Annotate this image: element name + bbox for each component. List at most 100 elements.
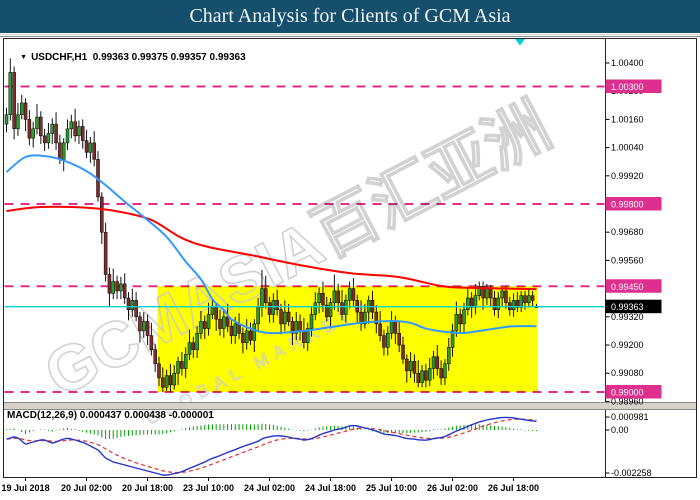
candle-body: [447, 347, 451, 365]
candle-body: [519, 295, 523, 308]
candle-body: [397, 333, 401, 346]
candle-body: [412, 361, 417, 374]
candle-body: [210, 307, 215, 315]
candle-body: [233, 323, 237, 336]
candle-body: [458, 314, 462, 325]
candle-body: [286, 311, 291, 322]
macd-tick-label: 0.000981: [611, 412, 649, 422]
current-price-badge: [605, 299, 662, 314]
price-tick-label: 0.99200: [611, 340, 644, 350]
price-tick-label: 0.99920: [611, 171, 644, 181]
time-tick-label: 20 Jul 02:00: [61, 483, 112, 493]
candle-body: [466, 297, 470, 310]
candle-body: [149, 335, 154, 350]
price-tick-label: 0.99320: [611, 312, 644, 322]
candle-body: [145, 321, 150, 336]
candle-body: [27, 119, 32, 139]
candle-body: [256, 307, 260, 325]
time-tick-label: 19 Jul 2018: [2, 483, 50, 493]
candle-body: [187, 342, 192, 355]
candle-body: [290, 321, 295, 334]
price-level-lines[interactable]: [4, 85, 605, 393]
candle-body: [443, 363, 447, 379]
candle-body: [424, 370, 428, 381]
time-axis[interactable]: 19 Jul 2018 20 Jul 02:00 20 Jul 18:00 23 Ju…: [2, 477, 540, 494]
candle-body: [530, 295, 535, 301]
candle-body: [16, 114, 20, 130]
macd-indicator-label: MACD(12,26,9) 0.000437 0.000438 -0.00000…: [7, 410, 214, 421]
candle-body: [23, 102, 28, 120]
candle-body: [305, 328, 310, 343]
price-level-badge-label: 0.99450: [611, 282, 644, 292]
candle-body: [222, 316, 226, 329]
candle-body: [203, 321, 207, 329]
candle-body: [492, 297, 497, 310]
candle-body: [126, 297, 131, 310]
candle-body: [431, 356, 436, 369]
symbol-header: ▼ USDCHF,H1 0.99363 0.99375 0.99357 0.993…: [9, 41, 246, 74]
candle-body: [504, 290, 508, 303]
candle-body: [267, 302, 272, 315]
candle-body: [511, 300, 516, 311]
candle-body: [107, 274, 112, 294]
candle-body: [54, 123, 58, 144]
price-tick-label: 1.00400: [611, 58, 644, 68]
candle-body: [58, 142, 62, 160]
candle-body: [31, 128, 35, 139]
chevron-down-icon[interactable]: ▼: [20, 54, 28, 61]
candle-body: [462, 309, 466, 325]
price-level-badge-label: 0.99000: [611, 388, 644, 398]
price-scale[interactable]: 1.004001.002801.001601.000400.999200.998…: [605, 58, 662, 478]
candle-body: [325, 304, 329, 318]
title-bar: Chart Analysis for Clients of GCM Asia: [0, 0, 700, 33]
candle-body: [164, 375, 169, 388]
candle-body: [199, 321, 203, 334]
candle-body: [332, 290, 337, 303]
candle-body: [77, 126, 81, 137]
candle-body: [420, 370, 424, 383]
price-tick-label: 0.99560: [611, 255, 644, 265]
candle-body: [454, 314, 459, 332]
ma-fast-blue-line: [5, 154, 537, 335]
candle-body: [488, 288, 493, 299]
candle-body: [180, 361, 184, 369]
candle-body: [382, 335, 386, 348]
candle-body: [393, 321, 398, 334]
candlestick-series: [4, 58, 539, 392]
macd-main-line: [6, 416, 537, 476]
candle-body: [450, 330, 455, 348]
candle-body: [386, 333, 390, 348]
candle-body: [427, 368, 432, 381]
candle-body: [119, 283, 123, 292]
candle-body: [115, 281, 119, 292]
candle-body: [317, 293, 321, 303]
time-tick-label: 26 Jul 02:00: [427, 483, 478, 493]
time-tick-label: 20 Jul 18:00: [122, 483, 173, 493]
candle-body: [168, 375, 173, 386]
candle-body: [481, 286, 485, 299]
candle-body: [401, 344, 405, 360]
candle-body: [344, 300, 348, 315]
price-tick-label: 0.99680: [611, 227, 644, 237]
pane-separator[interactable]: [4, 402, 696, 410]
time-tick-label: 26 Jul 18:00: [488, 483, 539, 493]
candle-body: [161, 377, 165, 388]
candle-body: [439, 368, 443, 379]
macd-tick-label: 0.00: [611, 425, 629, 435]
candle-body: [84, 140, 89, 153]
candle-body: [50, 123, 54, 134]
candle-body: [229, 325, 234, 336]
price-tick-label: 1.00160: [611, 114, 644, 124]
candle-body: [500, 290, 504, 299]
candle-body: [69, 121, 74, 130]
candle-body: [157, 363, 161, 379]
time-tick-label: 25 Jul 10:00: [366, 483, 417, 493]
candle-body: [81, 126, 85, 141]
candle-body: [244, 330, 249, 343]
candle-body: [340, 302, 344, 315]
candle-body: [65, 128, 70, 144]
candle-body: [313, 302, 318, 315]
candle-body: [260, 288, 264, 308]
